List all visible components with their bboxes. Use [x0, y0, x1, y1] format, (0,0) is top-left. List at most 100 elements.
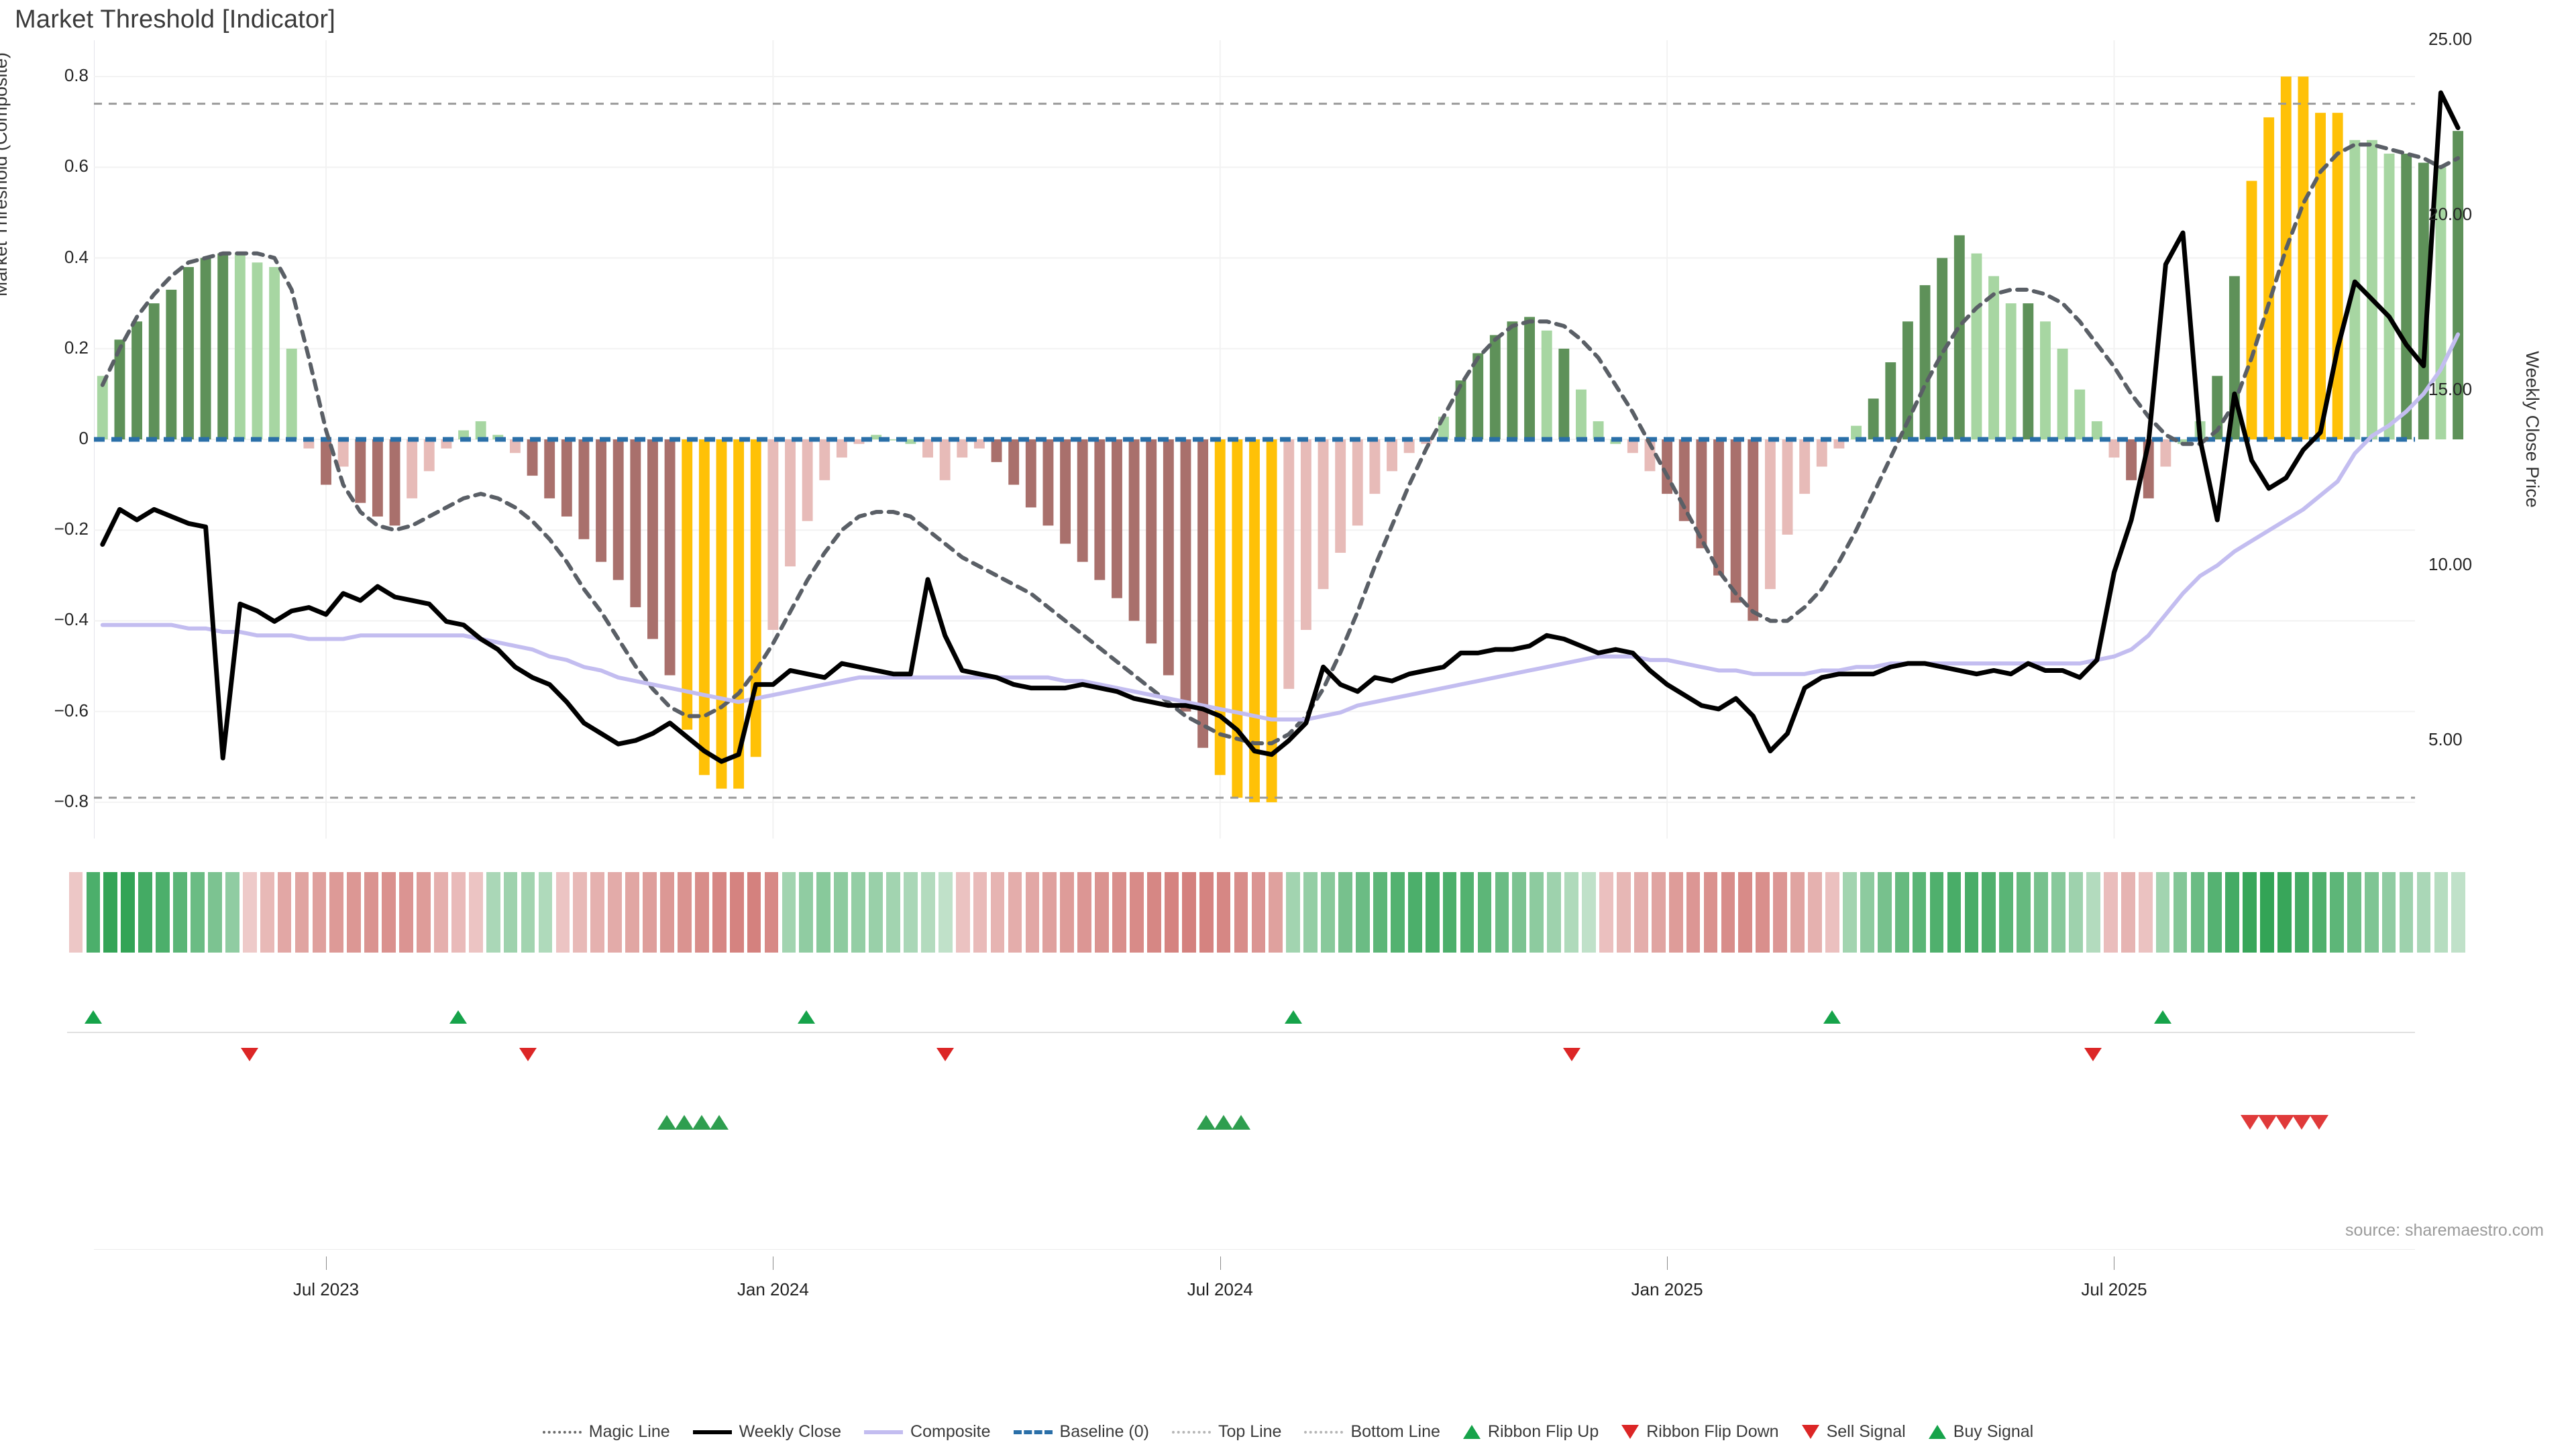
- legend-label: Composite: [910, 1422, 991, 1441]
- ribbon-cell: [2364, 872, 2379, 953]
- triangle-up-icon: [1823, 1010, 1841, 1024]
- histogram-bar: [97, 376, 108, 439]
- legend-item-composite[interactable]: Composite: [864, 1422, 991, 1442]
- ribbon-cell: [312, 872, 327, 953]
- ribbon-cell: [1338, 872, 1352, 953]
- y-tick-left: 0.4: [64, 246, 89, 267]
- histogram-bar: [544, 439, 555, 498]
- histogram-bar: [286, 348, 297, 439]
- y-tick-left: −0.8: [54, 790, 89, 811]
- ribbon-cell: [555, 872, 570, 953]
- main-indicator-plot: [94, 40, 2464, 839]
- ribbon-cell: [1025, 872, 1040, 953]
- x-tick-label: Jul 2023: [292, 1279, 360, 1299]
- ribbon-cell: [1060, 872, 1075, 953]
- ribbon-cell: [869, 872, 883, 953]
- ribbon-cell: [2399, 872, 2414, 953]
- ribbon-cell: [1373, 872, 1387, 953]
- histogram-bar: [1851, 425, 1862, 439]
- legend-item-top-line[interactable]: Top Line: [1171, 1422, 1281, 1442]
- chart-legend: Magic Line Weekly Close Composite Baseline …: [0, 1422, 2576, 1442]
- legend-item-ribbon-flip-down[interactable]: Ribbon Flip Down: [1621, 1422, 1779, 1442]
- ribbon-cell: [503, 872, 518, 953]
- y-tick-left: 0.8: [64, 65, 89, 86]
- histogram-bar: [131, 321, 143, 439]
- ribbon-cell: [68, 872, 83, 953]
- ribbon-cell: [955, 872, 970, 953]
- buy-signal-icon: [657, 1115, 677, 1130]
- ribbon-cell: [156, 872, 170, 953]
- ribbon-cell: [2190, 872, 2205, 953]
- buy-signal-icon: [675, 1115, 694, 1130]
- triangle-down-icon: [519, 1048, 537, 1061]
- ribbon-cell: [2243, 872, 2257, 953]
- histogram-bar: [337, 439, 349, 467]
- histogram-bar: [767, 439, 779, 630]
- x-tick-label: Jul 2024: [1187, 1279, 1253, 1299]
- histogram-bar: [200, 258, 211, 439]
- histogram-bar: [2298, 76, 2309, 439]
- legend-label: Buy Signal: [1953, 1422, 2034, 1441]
- legend-label: Magic Line: [588, 1422, 670, 1441]
- legend-item-sell-signal[interactable]: Sell Signal: [1801, 1422, 1906, 1442]
- histogram-bar: [1008, 439, 1020, 485]
- ribbon-cell: [1894, 872, 1909, 953]
- ribbon-cell: [1286, 872, 1301, 953]
- histogram-bar: [148, 303, 160, 439]
- histogram-bar: [527, 439, 538, 476]
- ribbon-cell: [851, 872, 865, 953]
- histogram-bar: [1576, 389, 1587, 439]
- histogram-bar: [1283, 439, 1295, 689]
- ribbon-cell: [1477, 872, 1492, 953]
- triangle-up-icon: [1928, 1425, 1946, 1439]
- ribbon-cell: [1843, 872, 1857, 953]
- histogram-bar: [1558, 348, 1570, 439]
- x-tickmark: [326, 1256, 327, 1270]
- histogram-bar: [1300, 439, 1311, 630]
- histogram-bar: [630, 439, 641, 608]
- histogram-bar: [1489, 335, 1501, 439]
- ribbon-cell: [2103, 872, 2118, 953]
- histogram-bar: [2366, 140, 2377, 439]
- histogram-bar: [1937, 258, 1948, 439]
- source-attribution: source: sharemaestro.com: [2345, 1221, 2544, 1240]
- legend-item-ribbon-flip-up[interactable]: Ribbon Flip Up: [1462, 1422, 1599, 1442]
- legend-item-baseline-0[interactable]: Baseline (0): [1013, 1422, 1149, 1442]
- histogram-bar: [596, 439, 607, 562]
- ribbon-cell: [1756, 872, 1770, 953]
- histogram-bar: [1197, 439, 1209, 748]
- histogram-bar: [509, 439, 521, 453]
- legend-item-weekly-close[interactable]: Weekly Close: [692, 1422, 841, 1442]
- legend-label: Ribbon Flip Down: [1646, 1422, 1779, 1441]
- triangle-down-icon: [241, 1048, 259, 1061]
- legend-item-bottom-line[interactable]: Bottom Line: [1304, 1422, 1440, 1442]
- histogram-bar: [1593, 421, 1604, 439]
- legend-item-buy-signal[interactable]: Buy Signal: [1928, 1422, 2034, 1442]
- ribbon-cell: [2208, 872, 2222, 953]
- ribbon-cell: [1529, 872, 1544, 953]
- ribbon-cell: [294, 872, 309, 953]
- legend-item-magic-line[interactable]: Magic Line: [542, 1422, 670, 1442]
- histogram-bar: [682, 439, 693, 730]
- source-divider: [94, 1249, 2415, 1250]
- ribbon-cell: [347, 872, 362, 953]
- ribbon-cell: [538, 872, 553, 953]
- y-tick-right: 5.00: [2428, 729, 2463, 749]
- histogram-bar: [114, 339, 125, 439]
- ribbon-cell: [1130, 872, 1144, 953]
- ribbon-cell: [1234, 872, 1248, 953]
- histogram-bar: [2126, 439, 2137, 480]
- buy-signal-icon: [1214, 1115, 1234, 1130]
- histogram-bar: [2074, 389, 2086, 439]
- ribbon-cell: [329, 872, 344, 953]
- histogram-bar: [1266, 439, 1277, 802]
- ribbon-cell: [1095, 872, 1109, 953]
- histogram-bar: [1885, 362, 1896, 439]
- dotted-line-icon: [1171, 1430, 1211, 1434]
- histogram-bar: [1060, 439, 1071, 544]
- ribbon-cell: [1877, 872, 1892, 953]
- ribbon-cell: [1442, 872, 1457, 953]
- histogram-bar: [802, 439, 813, 521]
- ribbon-cell: [590, 872, 605, 953]
- histogram-bar: [2040, 321, 2051, 439]
